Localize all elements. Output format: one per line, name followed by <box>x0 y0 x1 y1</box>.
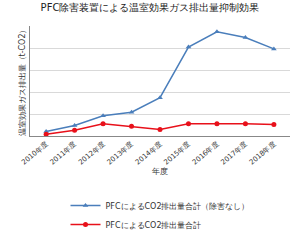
svg-text:2016年度: 2016年度 <box>191 140 221 167</box>
svg-text:年度: 年度 <box>152 167 168 176</box>
svg-text:PFCによるCO2排出量合計: PFCによるCO2排出量合計 <box>106 221 202 230</box>
svg-text:PFCによるCO2排出量合計（除害なし）: PFCによるCO2排出量合計（除害なし） <box>106 202 250 211</box>
svg-text:2017年度: 2017年度 <box>219 140 249 167</box>
svg-text:PFC除害装置による温室効果ガス排出量抑制効果: PFC除害装置による温室効果ガス排出量抑制効果 <box>41 2 260 13</box>
svg-text:2015年度: 2015年度 <box>162 140 192 167</box>
svg-text:2018年度: 2018年度 <box>248 140 278 167</box>
svg-text:2013年度: 2013年度 <box>106 140 136 167</box>
svg-text:2010年度: 2010年度 <box>20 140 50 167</box>
svg-text:温室効果ガス排出量（t-CO2）: 温室効果ガス排出量（t-CO2） <box>18 25 27 136</box>
svg-text:2012年度: 2012年度 <box>77 140 107 167</box>
svg-text:2011年度: 2011年度 <box>49 140 79 167</box>
svg-text:2014年度: 2014年度 <box>134 140 164 167</box>
